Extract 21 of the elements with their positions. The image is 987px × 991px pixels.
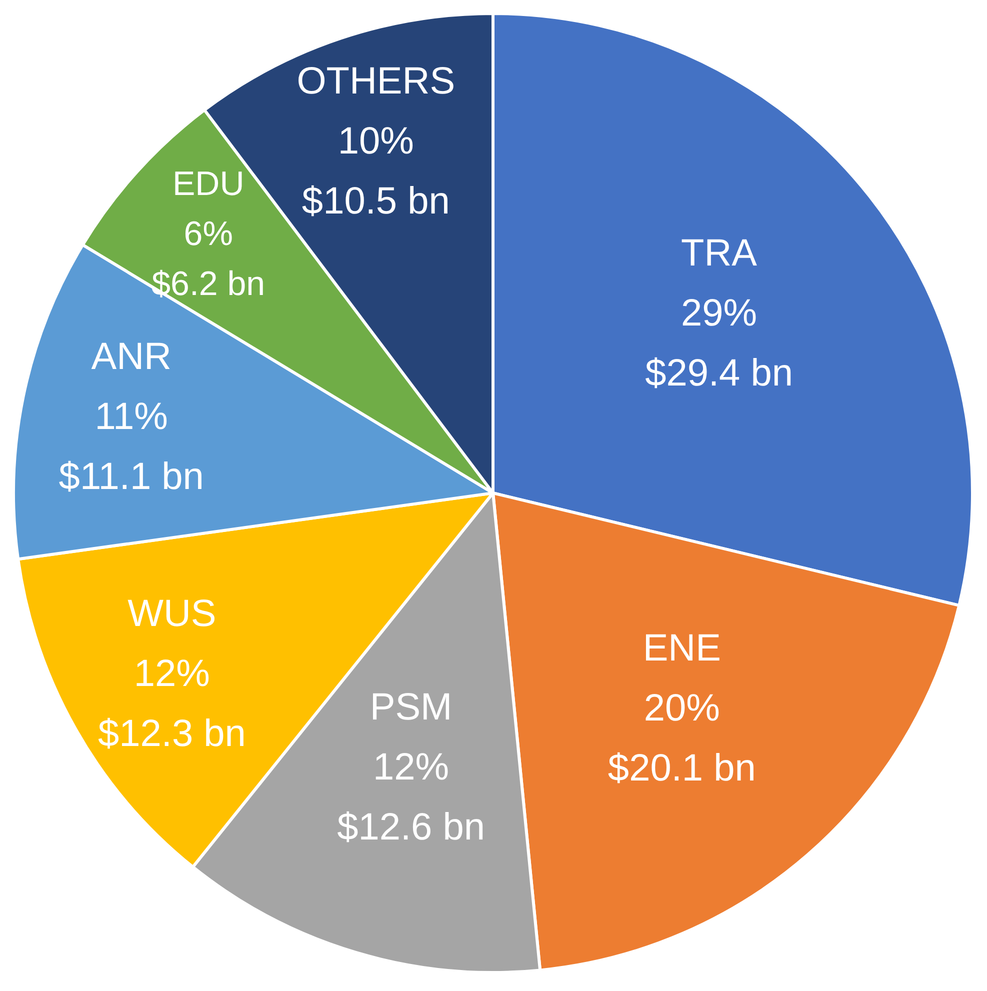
data-label: $10.5 bn bbox=[302, 180, 450, 222]
data-label: $11.1 bn bbox=[58, 456, 204, 498]
data-label: $20.1 bn bbox=[608, 747, 756, 790]
text: 12% bbox=[134, 652, 210, 695]
slice-label: TRA bbox=[681, 232, 758, 274]
slice-label: WUS bbox=[128, 592, 216, 635]
slice-label: EDU bbox=[172, 165, 244, 204]
slice-label: ANR bbox=[91, 336, 172, 378]
text: 11% bbox=[94, 396, 168, 438]
slice-label: ENE bbox=[642, 627, 721, 670]
slice-label: OTHERS bbox=[296, 60, 456, 102]
data-label: $12.6 bn bbox=[337, 806, 485, 848]
text: 20% bbox=[644, 687, 720, 730]
slice-label: PSM bbox=[370, 686, 452, 728]
data-label: $12.3 bn bbox=[98, 712, 246, 755]
data-label: $6.2 bn bbox=[152, 265, 266, 304]
text: 29% bbox=[681, 292, 758, 334]
data-label: $29.4 bn bbox=[645, 352, 793, 394]
text: 12% bbox=[372, 746, 450, 788]
text: 6% bbox=[184, 215, 233, 254]
text: 10% bbox=[338, 120, 414, 162]
